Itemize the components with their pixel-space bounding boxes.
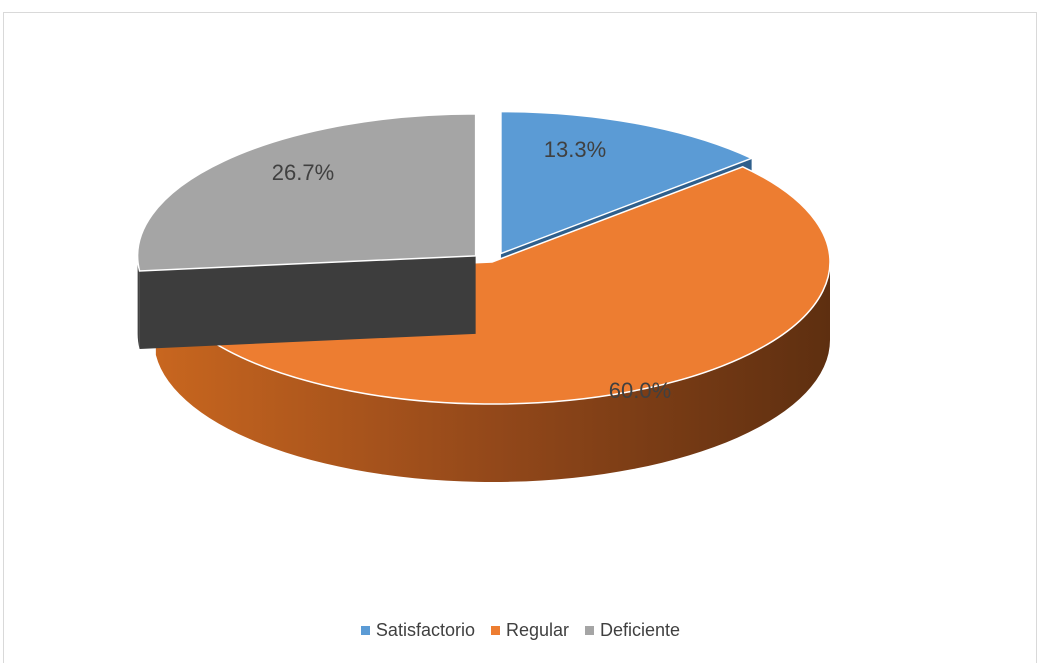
legend-swatch-deficiente — [585, 626, 595, 635]
slice-side-face — [137, 255, 140, 349]
data-label-deficiente: 26.7% — [272, 160, 334, 185]
slice-side-face — [155, 262, 830, 482]
legend-item-satisfactorio: Satisfactorio — [360, 620, 475, 641]
data-label-satisfactorio: 13.3% — [544, 137, 606, 162]
legend-item-regular: Regular — [490, 620, 570, 641]
slice-top-face — [500, 110, 754, 255]
legend-swatch-satisfactorio — [360, 626, 370, 635]
legend-label: Deficiente — [600, 620, 681, 640]
legend: Satisfactorio Regular Deficiente — [0, 620, 1041, 641]
legend-label: Regular — [505, 620, 570, 640]
data-label-regular: 60.0% — [609, 378, 671, 403]
pie-slice-deficiente — [136, 113, 477, 349]
legend-label: Satisfactorio — [375, 620, 475, 640]
slice-cut-face — [139, 255, 476, 349]
slice-top-face — [154, 165, 831, 405]
slice-top-face — [136, 113, 477, 272]
legend-swatch-regular — [490, 626, 500, 635]
legend-item-deficiente: Deficiente — [585, 620, 680, 641]
